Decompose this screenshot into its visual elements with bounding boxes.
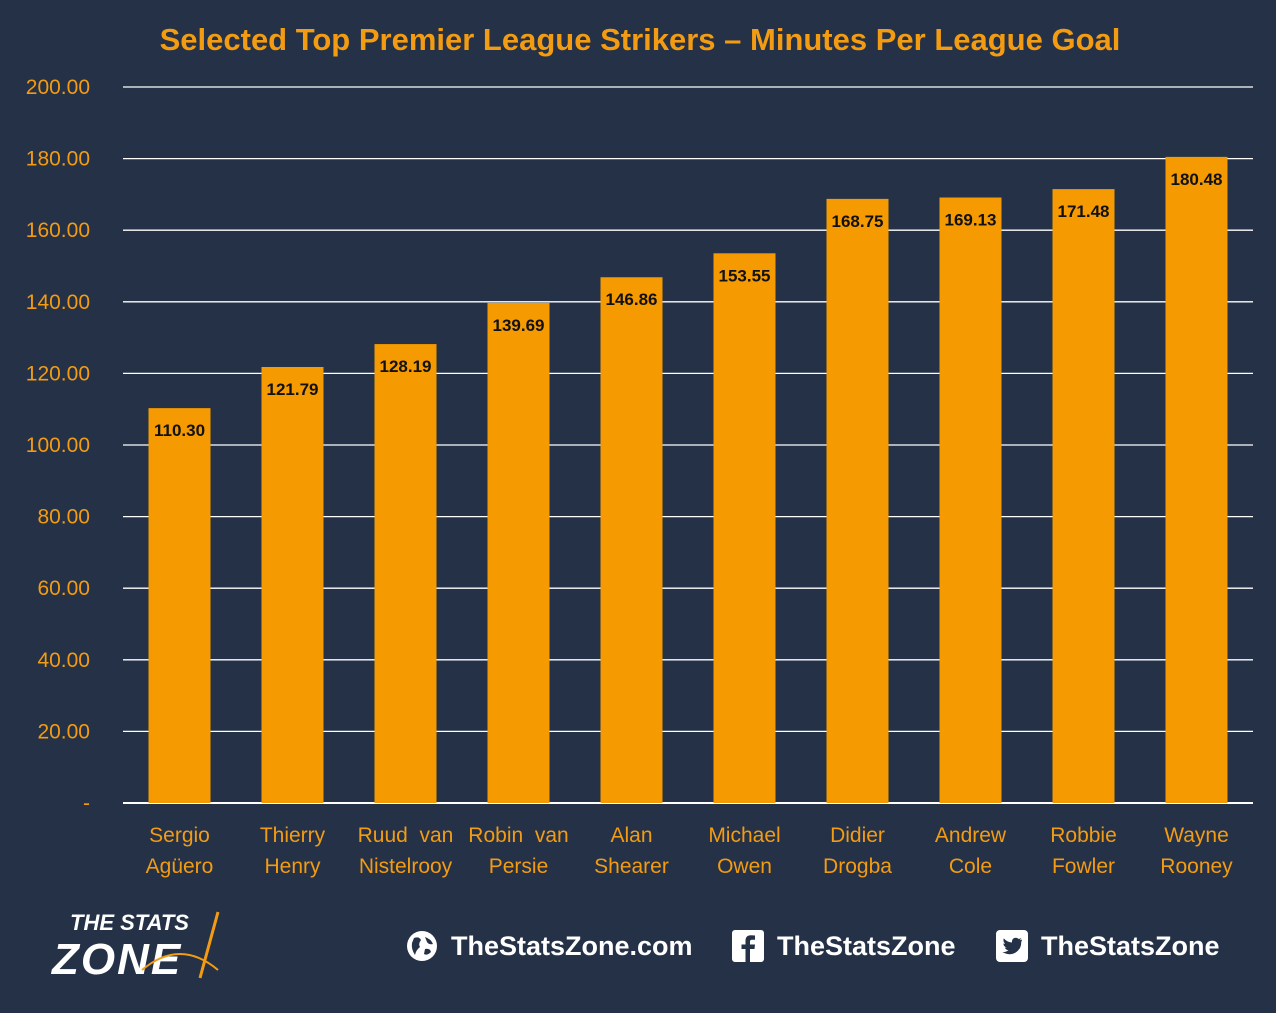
x-category-label: Rooney [1160, 855, 1233, 878]
bar [261, 366, 324, 803]
data-label: 146.86 [606, 290, 658, 309]
bar [713, 253, 776, 803]
y-tick-label: 120.00 [26, 362, 90, 385]
y-tick-label: 40.00 [37, 649, 90, 672]
y-tick-label: 60.00 [37, 577, 90, 600]
chart-title: Selected Top Premier League Strikers – M… [160, 22, 1121, 57]
twitter-label: TheStatsZone [1041, 930, 1220, 961]
x-category-label: Henry [264, 855, 321, 878]
x-category-label: Drogba [823, 855, 892, 878]
x-category-label: Sergio [149, 824, 210, 847]
x-category-label: Cole [949, 855, 992, 878]
x-axis-categories: Sergio Agüero Thierry Henry Ruud van Nistelro… [146, 824, 1234, 878]
x-category-label: Thierry [260, 824, 326, 847]
x-category-label: Nistelrooy [359, 855, 453, 878]
y-tick-label: 80.00 [37, 506, 90, 529]
website-label: TheStatsZone.com [451, 930, 693, 961]
bar [939, 197, 1002, 804]
data-label: 139.69 [493, 316, 545, 335]
stats-zone-logo: THE STATS ZONE [50, 910, 220, 984]
x-category-label: Persie [489, 855, 549, 878]
bar [600, 277, 663, 803]
value-labels: 110.30 121.79 128.19 139.69 146.86 153.55 168.… [154, 170, 1223, 440]
data-label: 168.75 [832, 212, 884, 231]
y-tick-label: 180.00 [26, 148, 90, 171]
logo-line1: THE STATS [70, 910, 189, 935]
y-tick-label: - [83, 792, 90, 815]
bar [1052, 189, 1115, 804]
bar [1165, 156, 1228, 804]
logo-swoosh [198, 911, 220, 979]
x-category-label: Shearer [594, 855, 669, 878]
x-category-label: Robbie [1050, 824, 1117, 847]
data-label: 121.79 [267, 380, 319, 399]
footer-twitter[interactable]: TheStatsZone [995, 926, 1220, 966]
globe-icon [405, 929, 439, 963]
y-tick-label: 200.00 [26, 76, 90, 99]
x-category-label: Michael [708, 824, 780, 847]
x-category-label: Wayne [1164, 824, 1229, 847]
data-label: 171.48 [1058, 202, 1110, 221]
x-category-label: Andrew [935, 824, 1007, 847]
facebook-label: TheStatsZone [777, 930, 956, 961]
data-label: 153.55 [719, 266, 771, 285]
data-label: 169.13 [945, 211, 997, 230]
bars [148, 156, 1228, 804]
data-label: 110.30 [154, 421, 205, 440]
x-category-label: Alan [610, 824, 652, 847]
bar-chart: Selected Top Premier League Strikers – M… [26, 22, 1253, 878]
x-category-label: Owen [717, 855, 772, 878]
data-label: 128.19 [380, 357, 432, 376]
x-category-label: Didier [830, 824, 885, 847]
logo-arc [141, 953, 219, 971]
footer-facebook[interactable]: TheStatsZone [731, 926, 956, 966]
twitter-icon [995, 929, 1029, 963]
bar [826, 198, 889, 803]
logo-line2: ZONE [50, 935, 182, 984]
data-label: 180.48 [1171, 170, 1223, 189]
x-category-label: Ruud van [358, 824, 454, 847]
y-tick-label: 20.00 [37, 720, 90, 743]
bar [487, 302, 550, 803]
bar [148, 408, 211, 803]
y-axis-ticks: - 20.00 40.00 60.00 80.00 100.00 120.00 140.00 1… [26, 76, 90, 815]
bar [374, 344, 437, 803]
facebook-icon [731, 929, 765, 963]
y-tick-label: 100.00 [26, 434, 90, 457]
y-tick-label: 140.00 [26, 291, 90, 314]
footer: THE STATS ZONE TheStatsZone.com [0, 878, 1276, 1013]
x-category-label: Robin van [468, 824, 568, 847]
x-category-label: Agüero [146, 855, 214, 878]
y-tick-label: 160.00 [26, 219, 90, 242]
x-category-label: Fowler [1052, 855, 1115, 878]
footer-website[interactable]: TheStatsZone.com [405, 926, 693, 966]
